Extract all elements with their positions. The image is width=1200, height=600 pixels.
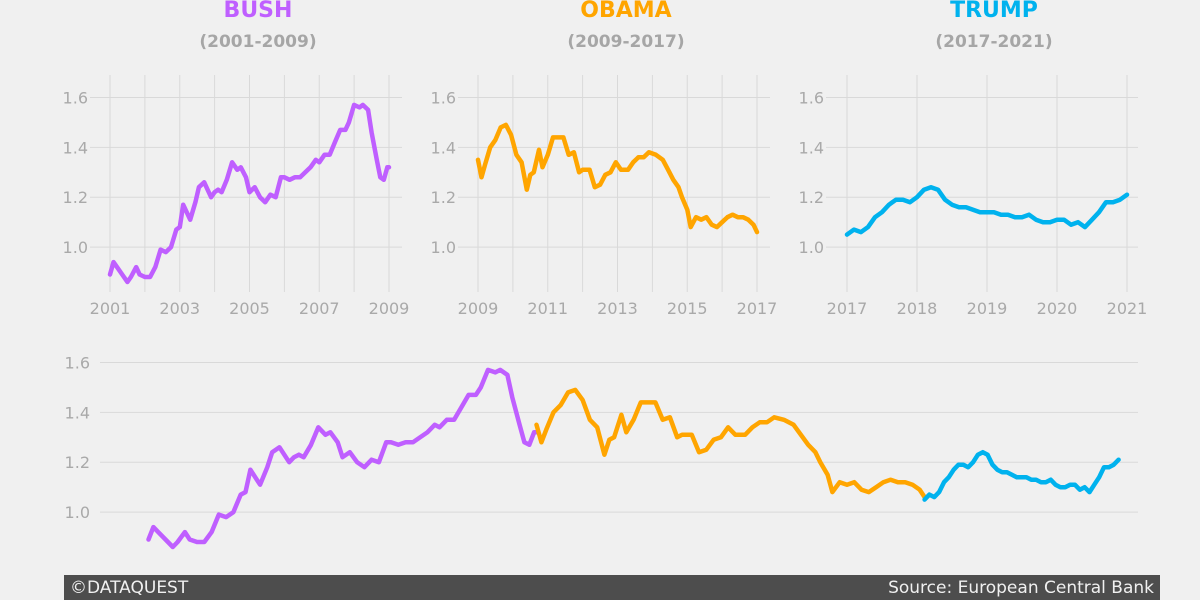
y-tick-label: 1.2 [63, 188, 88, 207]
y-tick-label: 1.6 [799, 88, 824, 107]
y-tick-label: 1.0 [799, 238, 824, 257]
y-tick-label: 1.0 [63, 238, 88, 257]
y-tick-label: 1.4 [65, 403, 90, 422]
x-tick-label: 2019 [967, 299, 1008, 318]
x-tick-label: 2015 [667, 299, 708, 318]
x-tick-label: 2009 [369, 299, 410, 318]
x-tick-label: 2005 [229, 299, 270, 318]
y-tick-label: 1.0 [431, 238, 456, 257]
y-tick-label: 1.2 [431, 188, 456, 207]
panel-subtitle-bush: (2001-2009) [199, 32, 316, 52]
y-tick-label: 1.2 [65, 453, 90, 472]
combined-line-obama [534, 387, 927, 500]
series-line-obama [475, 122, 760, 235]
x-tick-label: 2018 [897, 299, 938, 318]
y-tick-label: 1.6 [65, 353, 90, 372]
y-tick-label: 1.6 [63, 88, 88, 107]
y-tick-label: 1.0 [65, 503, 90, 522]
y-tick-label: 1.4 [63, 138, 88, 157]
panel-bush: 1.0 1.2 1.4 1.6 2001 2003 2005 2007 2009 [63, 75, 410, 318]
panel-subtitle-trump: (2017-2021) [935, 32, 1052, 52]
x-tick-label: 2009 [458, 299, 499, 318]
y-tick-label: 1.2 [799, 188, 824, 207]
x-tick-label: 2001 [90, 299, 131, 318]
footer-brand: ©DATAQUEST [70, 577, 189, 598]
panel-combined: 1.0 1.2 1.4 1.6 [65, 353, 1138, 550]
panel-obama: 1.0 1.2 1.4 1.6 2009 2011 2013 2015 2017 [431, 75, 778, 318]
combined-line-bush [146, 367, 539, 550]
x-tick-label: 2020 [1037, 299, 1078, 318]
x-tick-label: 2017 [827, 299, 868, 318]
y-tick-label: 1.6 [431, 88, 456, 107]
series-line-trump [844, 184, 1130, 237]
panel-title-bush: BUSH [224, 0, 293, 23]
panel-title-obama: OBAMA [580, 0, 671, 23]
x-tick-label: 2003 [159, 299, 200, 318]
x-tick-label: 2013 [597, 299, 638, 318]
footer-source: Source: European Central Bank [888, 577, 1154, 598]
x-tick-label: 2011 [527, 299, 568, 318]
combined-line-trump [922, 449, 1121, 502]
y-tick-label: 1.4 [431, 138, 456, 157]
y-tick-label: 1.4 [799, 138, 824, 157]
panel-subtitle-obama: (2009-2017) [567, 32, 684, 52]
x-tick-label: 2021 [1107, 299, 1148, 318]
x-tick-label: 2007 [299, 299, 340, 318]
series-line-bush [107, 102, 392, 285]
footer-bar: ©DATAQUEST Source: European Central Bank [64, 575, 1160, 600]
panel-title-trump: TRUMP [950, 0, 1038, 23]
x-tick-label: 2017 [737, 299, 778, 318]
panel-trump: 1.0 1.2 1.4 1.6 2017 2018 2019 2020 2021 [799, 75, 1148, 318]
